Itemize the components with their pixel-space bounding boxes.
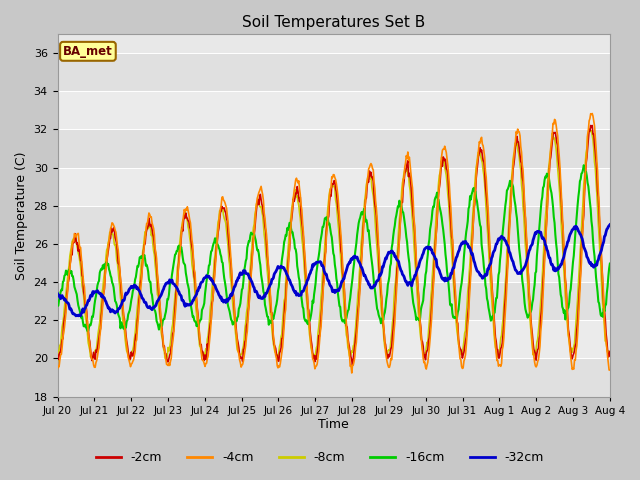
X-axis label: Time: Time xyxy=(318,419,349,432)
Text: BA_met: BA_met xyxy=(63,45,113,58)
Bar xyxy=(58,91,610,130)
Bar xyxy=(58,206,610,244)
Bar xyxy=(58,130,610,168)
Bar xyxy=(58,244,610,282)
Title: Soil Temperatures Set B: Soil Temperatures Set B xyxy=(242,15,426,30)
Bar xyxy=(58,320,610,359)
Legend: -2cm, -4cm, -8cm, -16cm, -32cm: -2cm, -4cm, -8cm, -16cm, -32cm xyxy=(91,446,549,469)
Bar xyxy=(58,282,610,320)
Bar xyxy=(58,53,610,91)
Bar xyxy=(58,168,610,206)
Y-axis label: Soil Temperature (C): Soil Temperature (C) xyxy=(15,151,28,279)
Bar xyxy=(58,359,610,396)
